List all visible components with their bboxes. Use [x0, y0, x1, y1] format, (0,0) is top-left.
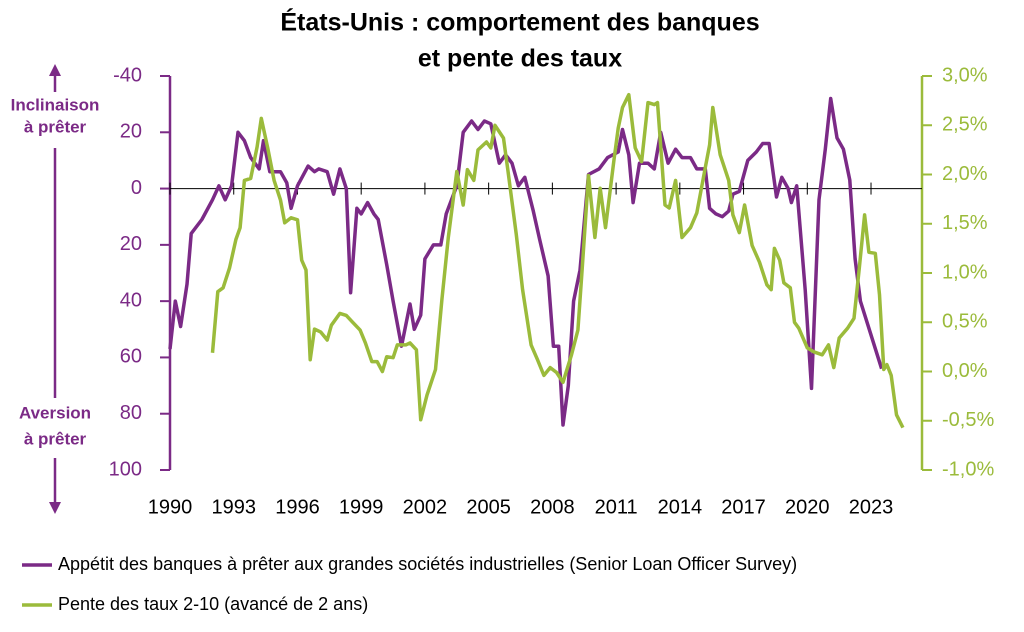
chart-title: États-Unis : comportement des banques: [280, 8, 759, 37]
x-tick-label: 1990: [148, 496, 193, 518]
x-tick-label: 2005: [466, 496, 511, 518]
y-tick-label: 80: [120, 402, 142, 424]
y-tick-label: 0: [131, 177, 142, 199]
x-tick-label: 2008: [530, 496, 575, 518]
legend-label: Pente des taux 2-10 (avancé de 2 ans): [58, 594, 368, 614]
series-line: [168, 96, 884, 427]
chart-title: et pente des taux: [418, 45, 622, 73]
y2-tick-label: 3,0%: [942, 64, 988, 86]
y2-tick-label: 1,0%: [942, 261, 988, 283]
y2-tick-label: 1,5%: [942, 212, 988, 234]
x-tick-label: 1999: [339, 496, 384, 518]
annotation: Aversion: [19, 403, 91, 422]
y-tick-label: -40: [113, 64, 142, 86]
y2-tick-label: 2,0%: [942, 163, 988, 185]
y-tick-label: 20: [120, 233, 142, 255]
annotation: à prêter: [24, 117, 87, 136]
x-tick-label: 2002: [403, 496, 448, 518]
x-tick-label: 1993: [211, 496, 256, 518]
y2-tick-label: -1,0%: [942, 458, 994, 480]
y2-tick-label: -0,5%: [942, 409, 994, 431]
x-tick-label: 2017: [721, 496, 766, 518]
arrow-head: [49, 64, 61, 76]
annotation-arrows: [49, 64, 61, 514]
annotation: Inclinaison: [11, 95, 100, 114]
y-tick-label: 60: [120, 346, 142, 368]
series-line: [210, 92, 905, 429]
arrow-head: [49, 502, 61, 514]
x-tick-label: 2020: [785, 496, 830, 518]
x-tick-label: 2011: [595, 496, 638, 518]
x-tick-label: 2023: [849, 496, 894, 518]
y2-tick-label: 2,5%: [942, 114, 988, 136]
y-tick-label: 100: [109, 458, 142, 480]
legend-label: Appétit des banques à prêter aux grandes…: [58, 554, 797, 574]
x-tick-label: 2014: [658, 496, 703, 518]
y2-tick-label: 0,0%: [942, 360, 988, 382]
y-tick-label: 40: [120, 289, 142, 311]
x-tick-label: 1996: [275, 496, 320, 518]
annotation: à prêter: [24, 429, 87, 448]
y-tick-label: 20: [120, 121, 142, 143]
y2-tick-label: 0,5%: [942, 311, 988, 333]
